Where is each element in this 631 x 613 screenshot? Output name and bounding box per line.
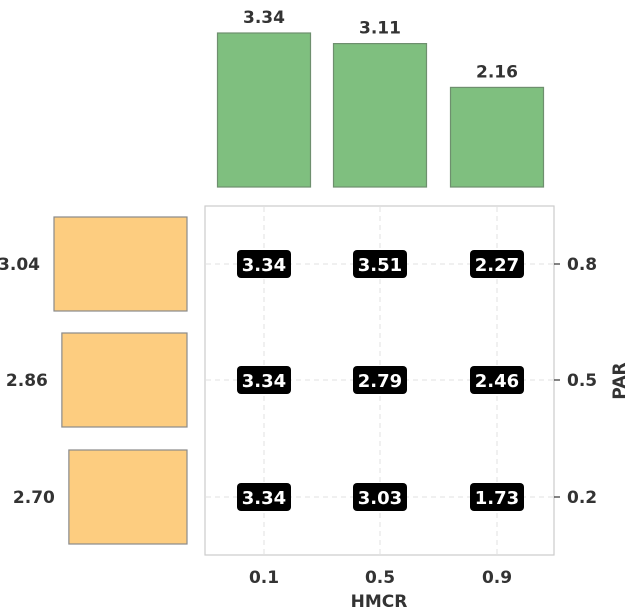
- top-bar: [216, 32, 312, 188]
- side-bar-label: 3.04: [0, 255, 40, 275]
- top-bar-label: 3.34: [243, 8, 285, 28]
- cell-value: 2.27: [475, 255, 519, 276]
- x-tick-label: 0.5: [365, 568, 395, 588]
- cell-label-box: [353, 483, 407, 511]
- cell-label-box: [470, 250, 524, 278]
- side-marginal-bars: 3.04 2.86 2.70: [0, 216, 188, 545]
- cell-label-box: [237, 366, 291, 394]
- top-bar: [449, 86, 545, 188]
- x-tick-label: 0.9: [482, 568, 512, 588]
- cell-value: 1.73: [475, 488, 519, 509]
- cell-value: 2.46: [475, 371, 519, 392]
- cell-label-box: [237, 250, 291, 278]
- cell-label-box: [470, 366, 524, 394]
- side-bar: [68, 449, 188, 545]
- cell-value: 2.79: [358, 371, 402, 392]
- cell-label-box: [353, 250, 407, 278]
- side-bar: [61, 332, 188, 428]
- top-bar-label: 2.16: [476, 62, 518, 82]
- cell-label-box: [470, 483, 524, 511]
- top-bar-label: 3.11: [359, 19, 401, 39]
- top-bar: [332, 43, 428, 188]
- side-bar-label: 2.70: [13, 488, 55, 508]
- side-bar: [53, 216, 188, 312]
- cell-label-box: [353, 366, 407, 394]
- x-tick-label: 0.1: [249, 568, 279, 588]
- cell-value: 3.51: [358, 255, 402, 276]
- cell-value: 3.03: [358, 488, 402, 509]
- cell-label-box: [237, 483, 291, 511]
- x-axis-label: HMCR: [351, 592, 408, 612]
- side-bar-label: 2.86: [6, 371, 48, 391]
- cell-value: 3.34: [242, 371, 286, 392]
- y-tick-label: 0.2: [567, 488, 597, 508]
- cell-value: 3.34: [242, 255, 286, 276]
- heatmap-cells: 3.34 3.51 2.27 3.34 2.79 2.46 3.34 3.03 1.73: [237, 250, 524, 511]
- top-marginal-bars: 3.34 3.11 2.16: [216, 8, 545, 188]
- y-axis-ticks: 0.8 0.5 0.2: [554, 255, 597, 508]
- x-axis-ticks: 0.1 0.5 0.9: [249, 568, 512, 588]
- y-axis-label: PAR: [610, 362, 630, 399]
- cell-value: 3.34: [242, 488, 286, 509]
- y-tick-label: 0.5: [567, 371, 597, 391]
- y-tick-label: 0.8: [567, 255, 597, 275]
